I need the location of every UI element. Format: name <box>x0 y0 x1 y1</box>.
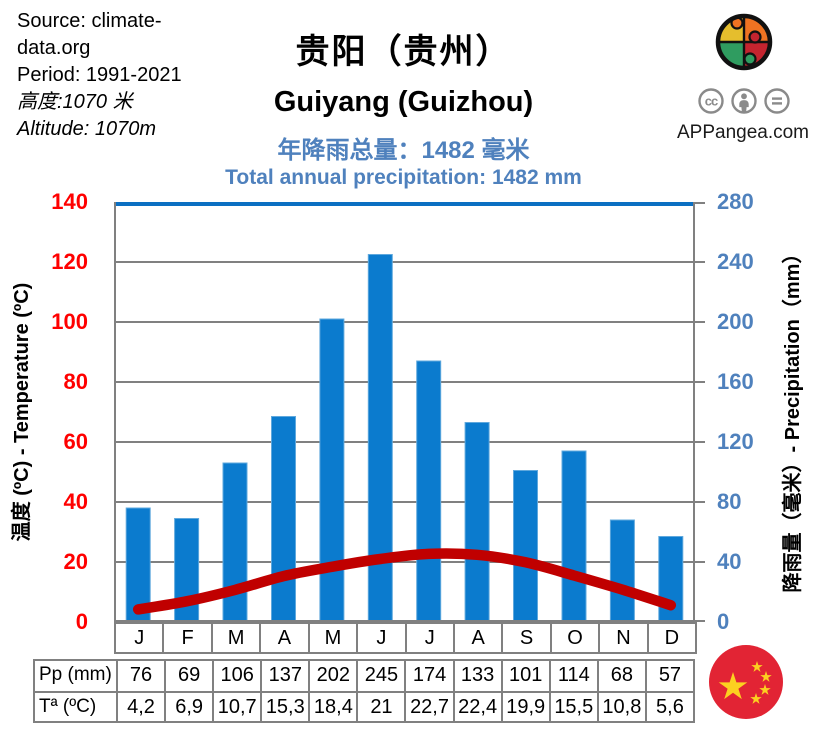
left-tick-60: 60 <box>63 429 88 454</box>
precip-bar-J <box>416 360 442 622</box>
altitude-zh-line: 高度:1070 米 <box>17 91 133 113</box>
month-label: A <box>259 624 307 652</box>
precip-bar-O <box>561 450 587 622</box>
right-axis-title: 降雨量（毫米）- Precipitation（mm） <box>782 243 804 593</box>
precip-bar-M <box>319 318 345 622</box>
cc-by-person-icon <box>731 88 757 114</box>
altitude-en-line: Altitude: 1070m <box>17 118 156 140</box>
table-row-label: Tª (ºC) <box>35 691 116 721</box>
precipitation-value-cell: 202 <box>308 661 356 691</box>
temperature-value-cell: 15,5 <box>548 691 597 721</box>
precipitation-value-cell: 114 <box>548 661 597 691</box>
precipitation-value-cell: 174 <box>404 661 452 691</box>
right-tick-0: 0 <box>717 609 730 634</box>
precip-bar-N <box>609 519 635 622</box>
month-label: J <box>404 624 453 652</box>
temperature-value-cell: 5,6 <box>644 691 693 721</box>
right-tick-120: 120 <box>717 429 754 454</box>
month-label: F <box>162 624 210 652</box>
right-tick-40: 40 <box>717 549 742 574</box>
svg-text:cc: cc <box>705 94 718 109</box>
temperature-value-cell: 18,4 <box>308 691 357 721</box>
cc-icon: cc <box>698 88 724 114</box>
temperature-value-cell: 15,3 <box>260 691 309 721</box>
temperature-line <box>132 548 677 615</box>
temperature-value-cell: 4,2 <box>116 691 165 721</box>
appangea-puzzle-logo-icon <box>713 11 775 78</box>
precipitation-value-cell: 245 <box>356 661 404 691</box>
precipitation-value-cell: 101 <box>500 661 549 691</box>
subtitle-precipitation-en: Total annual precipitation: 1482 mm <box>225 166 582 189</box>
right-tick-80: 80 <box>717 489 742 514</box>
cc-license-row: cc <box>697 87 791 115</box>
left-tick-0: 0 <box>75 609 88 634</box>
precipitation-value-cell: 68 <box>596 661 645 691</box>
month-label: N <box>598 624 646 652</box>
month-label: M <box>307 624 356 652</box>
temperature-value-cell: 10,8 <box>596 691 645 721</box>
temperature-value-cell: 21 <box>356 691 405 721</box>
subtitle-precipitation-zh: 年降雨总量：1482 毫米 <box>277 137 530 164</box>
precipitation-value-cell: 133 <box>452 661 501 691</box>
left-tick-100: 100 <box>51 309 88 334</box>
precip-bar-S <box>513 470 538 622</box>
precip-bar-A <box>271 416 296 622</box>
source-line-2: data.org <box>17 37 91 59</box>
precipitation-value-cell: 57 <box>644 661 693 691</box>
temperature-value-cell: 19,9 <box>500 691 549 721</box>
precip-bar-M <box>222 462 248 622</box>
precipitation-value-cell: 69 <box>164 661 212 691</box>
right-tick-200: 200 <box>717 309 754 334</box>
month-label: D <box>646 624 695 652</box>
source-line-1: Source: climate- <box>17 10 162 32</box>
temperature-value-cell: 6,9 <box>164 691 213 721</box>
month-label: J <box>356 624 404 652</box>
plot-svg <box>114 202 705 622</box>
china-flag-icon <box>708 644 784 725</box>
left-tick-120: 120 <box>51 249 88 274</box>
temperature-value-cell: 22,7 <box>404 691 453 721</box>
temperature-value-cell: 22,4 <box>452 691 501 721</box>
left-axis-title: 温度 (ºC) - Temperature (ºC) <box>11 282 33 542</box>
precip-bar-A <box>464 422 490 622</box>
left-tick-40: 40 <box>63 489 88 514</box>
right-tick-240: 240 <box>717 249 754 274</box>
climate-data-table: Pp (mm) 76 69 106 137 202 245 174 133 101 114 68 57 T… <box>33 659 695 723</box>
table-row-label: Pp (mm) <box>39 664 112 685</box>
precip-bar-J <box>367 254 393 622</box>
page-title-zh: 贵阳（贵州） <box>295 33 512 71</box>
left-tick-140: 140 <box>51 189 88 214</box>
source-info-block: Source: climate- data.org Period: 1991-2… <box>17 8 182 143</box>
month-label: M <box>210 624 259 652</box>
page-title-en: Guiyang (Guizhou) <box>273 86 534 118</box>
precipitation-value-cell: 76 <box>116 661 164 691</box>
right-tick-160: 160 <box>717 369 754 394</box>
left-tick-80: 80 <box>63 369 88 394</box>
precipitation-value-cell: 137 <box>260 661 308 691</box>
month-label: S <box>501 624 549 652</box>
month-label: O <box>549 624 598 652</box>
left-tick-20: 20 <box>63 549 88 574</box>
month-label: A <box>452 624 501 652</box>
month-label: J <box>134 627 145 649</box>
precipitation-value-cell: 106 <box>212 661 260 691</box>
small-stars <box>750 661 772 704</box>
appangea-site-label: APPangea.com <box>676 122 810 143</box>
cc-nd-equals-icon <box>764 88 790 114</box>
period-line: Period: 1991-2021 <box>17 64 182 86</box>
right-tick-280: 280 <box>717 189 754 214</box>
temperature-value-cell: 10,7 <box>212 691 261 721</box>
